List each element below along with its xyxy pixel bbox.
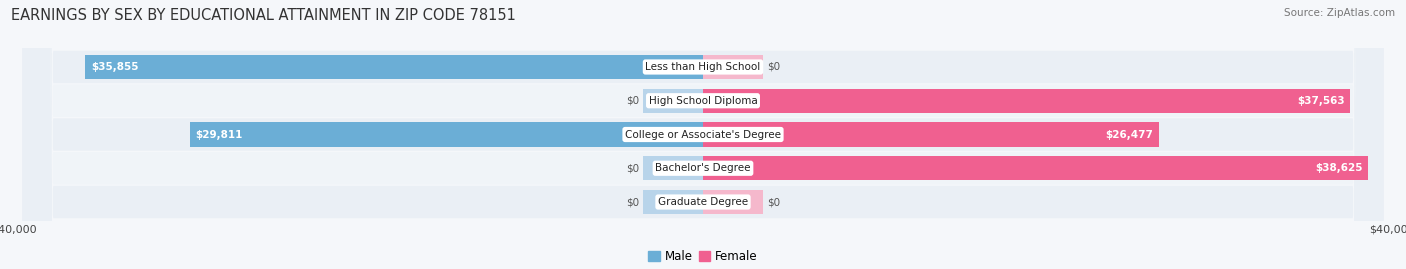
Bar bbox=[86, 55, 703, 79]
Text: $0: $0 bbox=[626, 163, 640, 173]
Bar bbox=[703, 122, 1159, 147]
FancyBboxPatch shape bbox=[22, 0, 1384, 269]
Bar bbox=[703, 190, 763, 214]
Text: $37,563: $37,563 bbox=[1296, 96, 1344, 106]
Text: $38,625: $38,625 bbox=[1315, 163, 1362, 173]
FancyBboxPatch shape bbox=[22, 0, 1384, 269]
Text: College or Associate's Degree: College or Associate's Degree bbox=[626, 129, 780, 140]
Bar bbox=[703, 89, 1350, 113]
Bar bbox=[703, 156, 1368, 180]
Bar bbox=[703, 55, 763, 79]
Text: Less than High School: Less than High School bbox=[645, 62, 761, 72]
Text: $0: $0 bbox=[626, 96, 640, 106]
Text: $0: $0 bbox=[766, 197, 780, 207]
FancyBboxPatch shape bbox=[22, 0, 1384, 269]
FancyBboxPatch shape bbox=[22, 0, 1384, 269]
Text: Source: ZipAtlas.com: Source: ZipAtlas.com bbox=[1284, 8, 1395, 18]
Text: $35,855: $35,855 bbox=[91, 62, 138, 72]
Bar bbox=[190, 122, 703, 147]
Legend: Male, Female: Male, Female bbox=[648, 250, 758, 263]
Text: Graduate Degree: Graduate Degree bbox=[658, 197, 748, 207]
Text: $0: $0 bbox=[626, 197, 640, 207]
Text: $0: $0 bbox=[766, 62, 780, 72]
Text: $26,477: $26,477 bbox=[1105, 129, 1153, 140]
Text: EARNINGS BY SEX BY EDUCATIONAL ATTAINMENT IN ZIP CODE 78151: EARNINGS BY SEX BY EDUCATIONAL ATTAINMEN… bbox=[11, 8, 516, 23]
FancyBboxPatch shape bbox=[22, 0, 1384, 269]
Text: $29,811: $29,811 bbox=[195, 129, 242, 140]
Text: High School Diploma: High School Diploma bbox=[648, 96, 758, 106]
Bar bbox=[643, 190, 703, 214]
Text: Bachelor's Degree: Bachelor's Degree bbox=[655, 163, 751, 173]
Bar bbox=[643, 89, 703, 113]
Bar bbox=[643, 156, 703, 180]
